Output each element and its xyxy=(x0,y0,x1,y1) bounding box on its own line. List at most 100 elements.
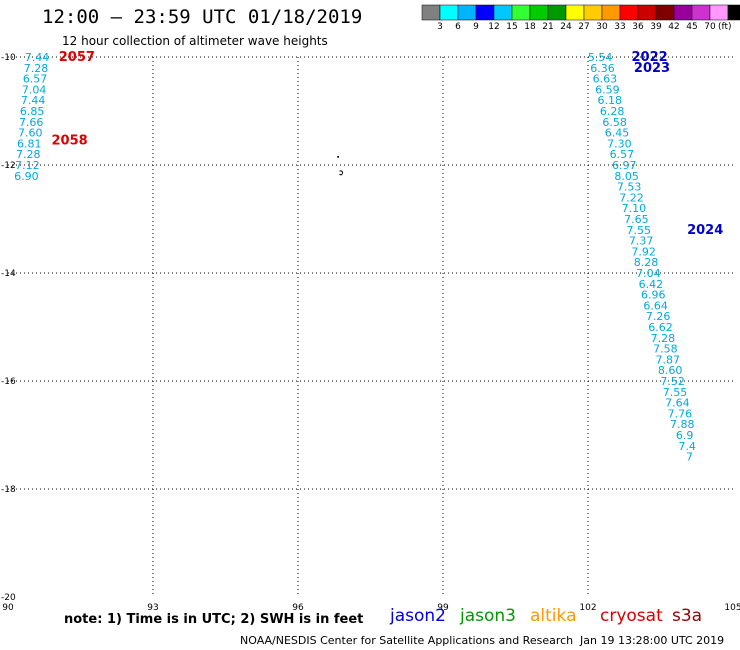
colorbar-swatch xyxy=(727,4,740,21)
colorbar-swatch xyxy=(529,4,549,21)
wave-height-label: 7.37 xyxy=(629,235,654,248)
wave-height-label: 8.05 xyxy=(614,170,639,183)
wave-height-label: 7.22 xyxy=(619,191,644,204)
satellite-legend-item: jason3 xyxy=(460,606,516,626)
wave-height-label: 7.28 xyxy=(651,332,676,345)
latitude-tick-label: -14 xyxy=(1,269,16,279)
wave-height-label: 6.18 xyxy=(598,94,623,107)
wave-height-label: 6.62 xyxy=(648,321,673,334)
wave-height-label: 7.28 xyxy=(16,148,41,161)
wave-height-label: 6.64 xyxy=(643,299,668,312)
colorbar-tick-label: 70 xyxy=(704,22,716,32)
wave-height-label: 7.04 xyxy=(636,267,661,280)
colorbar-swatch xyxy=(511,4,531,21)
island-mark xyxy=(337,155,340,158)
wave-height-label: 6.28 xyxy=(600,105,625,118)
longitude-tick-label: 99 xyxy=(437,603,449,613)
colorbar-tick-label: 39 xyxy=(650,22,662,32)
colorbar-swatch xyxy=(493,4,513,21)
latitude-tick-label: -12 xyxy=(1,161,16,171)
wave-height-label: 6.42 xyxy=(639,278,664,291)
colorbar-tick-label: 36 xyxy=(632,22,644,32)
latitude-tick-label: -18 xyxy=(1,485,16,495)
satellite-legend-item: altika xyxy=(530,606,577,626)
latitude-tick-label: -10 xyxy=(1,53,16,63)
wave-height-label: 7.87 xyxy=(656,353,681,366)
colorbar-swatch xyxy=(475,4,495,21)
wave-height-label: 6.81 xyxy=(17,137,42,150)
colorbar-tick-label: 21 xyxy=(542,22,554,32)
page-title: 12:00 — 23:59 UTC 01/18/2019 xyxy=(42,6,363,28)
wave-height-label: 6.58 xyxy=(602,116,627,129)
credit-timestamp: Jan 19 13:28:00 UTC 2019 xyxy=(580,634,725,647)
wave-height-label: 7.64 xyxy=(665,397,690,410)
wave-height-label: 7.76 xyxy=(668,407,693,420)
wave-height-label: 7.52 xyxy=(660,375,685,388)
wave-height-label: 7.44 xyxy=(25,51,50,64)
longitude-tick-label: 105 xyxy=(724,603,740,613)
wave-height-label: 6.36 xyxy=(590,62,615,75)
longitude-tick-label: 93 xyxy=(147,603,158,613)
colorbar-unit: (ft) xyxy=(718,22,732,32)
colorbar-swatch xyxy=(421,4,441,21)
wave-height-label: 5.54 xyxy=(588,51,613,64)
wave-height-label: 7.92 xyxy=(631,245,656,258)
wave-height-label: 8.60 xyxy=(658,364,683,377)
wave-height-label: 7.30 xyxy=(607,137,632,150)
credit-text: NOAA/NESDIS Center for Satellite Applica… xyxy=(240,634,574,647)
wave-height-label: 7.55 xyxy=(627,224,652,237)
wave-height-label: 6.57 xyxy=(610,148,635,161)
footer-note: note: 1) Time is in UTC; 2) SWH is in fe… xyxy=(64,612,364,627)
colorbar-tick-label: 33 xyxy=(614,22,626,32)
wave-height-label: 6.85 xyxy=(20,105,45,118)
colorbar-swatch xyxy=(673,4,693,21)
colorbar-swatch xyxy=(637,4,657,21)
colorbar-tick-label: 3 xyxy=(437,22,443,32)
longitude-tick-label: 96 xyxy=(292,603,304,613)
pass-number-label: 2023 xyxy=(634,61,670,76)
wave-height-label: 8.28 xyxy=(634,256,659,269)
colorbar-tick-label: 24 xyxy=(560,22,572,32)
colorbar-swatch xyxy=(547,4,567,21)
wave-height-label: 6.9 xyxy=(676,429,694,442)
colorbar-tick-label: 6 xyxy=(455,22,461,32)
island-mark xyxy=(339,170,344,176)
colorbar-swatch xyxy=(601,4,621,21)
colorbar-swatch xyxy=(691,4,711,21)
wave-height-label: 7.65 xyxy=(624,213,649,226)
colorbar-tick-label: 9 xyxy=(473,22,479,32)
pass-number-label: 2024 xyxy=(687,223,723,238)
wave-height-label: 7.58 xyxy=(653,343,678,356)
wave-height-label: 6.63 xyxy=(593,73,618,86)
wave-height-label: 6.59 xyxy=(595,83,620,96)
colorbar-swatch xyxy=(619,4,639,21)
latitude-tick-label: -16 xyxy=(1,377,16,387)
colorbar-swatch xyxy=(439,4,459,21)
wave-height-label: 7.28 xyxy=(24,62,49,75)
pass-number-label: 2022 xyxy=(632,50,668,65)
colorbar-tick-label: 27 xyxy=(578,22,590,32)
page-subtitle: 12 hour collection of altimeter wave hei… xyxy=(62,34,328,48)
wave-height-label: 7.12 xyxy=(15,159,40,172)
satellite-legend-item: cryosat xyxy=(600,606,663,626)
wave-height-label: 7.44 xyxy=(21,94,46,107)
wave-height-label: 7.66 xyxy=(19,116,44,129)
satellite-legend-item: jason2 xyxy=(390,606,446,626)
wave-height-label: 7 xyxy=(686,451,693,464)
wave-height-label: 7.60 xyxy=(18,127,43,140)
wave-height-label: 7.53 xyxy=(617,181,642,194)
colorbar-swatch xyxy=(565,4,585,21)
wave-height-label: 7.10 xyxy=(622,202,647,215)
wave-height-label: 6.45 xyxy=(605,127,630,140)
colorbar-tick-label: 12 xyxy=(488,22,500,32)
pass-number-label: 2057 xyxy=(59,50,95,65)
wave-height-label: 7.26 xyxy=(646,310,671,323)
colorbar-swatch xyxy=(709,4,729,21)
longitude-tick-label: 102 xyxy=(579,603,596,613)
wave-height-label: 7.4 xyxy=(678,440,696,453)
wave-height-label: 6.90 xyxy=(14,170,39,183)
latitude-tick-label: -20 xyxy=(1,593,16,603)
satellite-legend-item: s3a xyxy=(672,606,703,626)
